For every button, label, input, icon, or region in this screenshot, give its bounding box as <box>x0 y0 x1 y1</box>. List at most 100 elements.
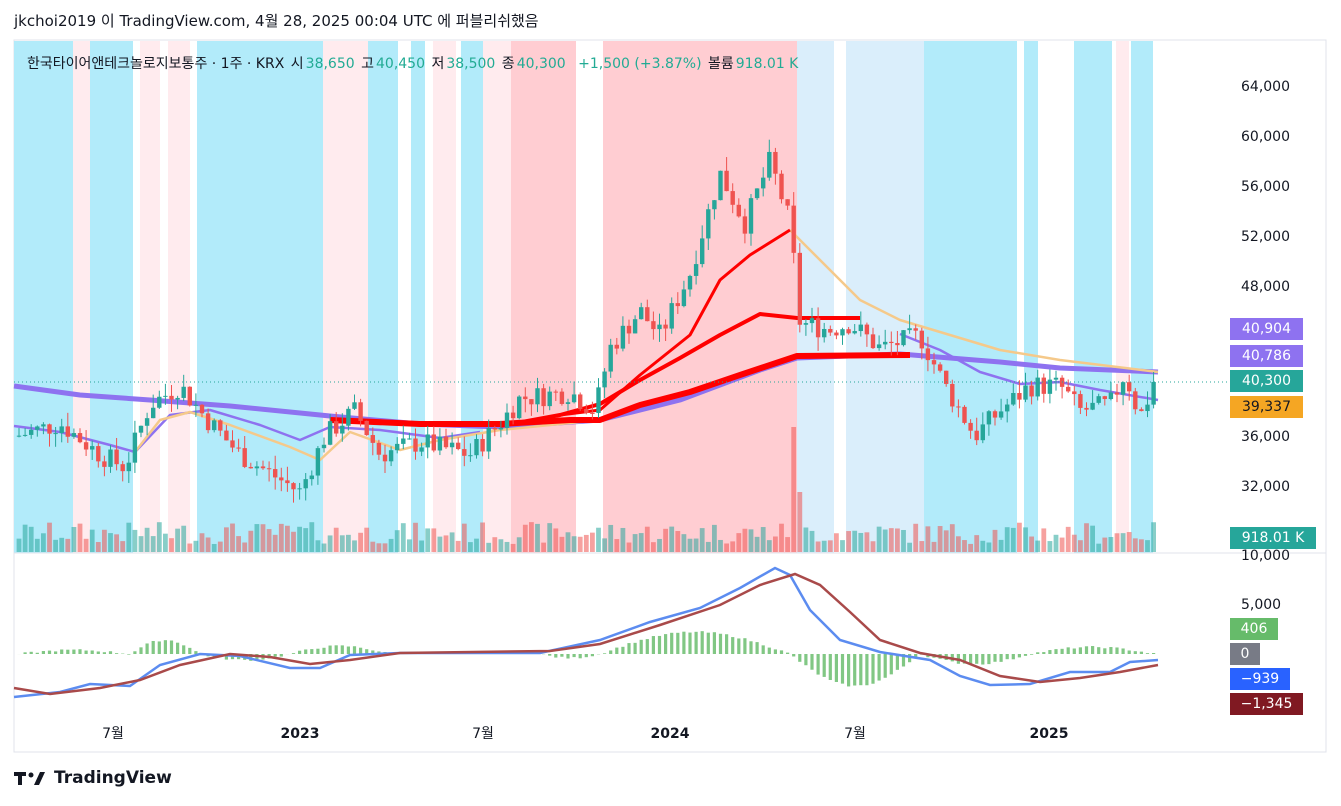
candle-body <box>1102 396 1107 400</box>
candle-body <box>925 348 931 361</box>
candle-body <box>565 402 571 404</box>
tradingview-logo[interactable]: TradingView <box>14 768 172 788</box>
macd-hist-bar <box>1078 647 1082 654</box>
time-axis[interactable]: 7월 2023 7월 2024 7월 2025 <box>102 726 1068 742</box>
volume-bar <box>181 525 187 552</box>
macd-hist-bar <box>578 654 582 659</box>
candle-body <box>212 420 217 431</box>
volume-bar <box>236 536 241 552</box>
macd-hist-bar <box>749 641 753 654</box>
volume-bar <box>163 533 168 552</box>
bg-band <box>924 41 1017 553</box>
macd-hist-bar <box>1133 651 1137 654</box>
volume-bar <box>577 536 583 552</box>
bg-band <box>323 41 368 553</box>
macd-hist-bar <box>328 645 332 654</box>
change-value: +1,500 (+3.87%) <box>578 56 702 72</box>
volume-bar <box>895 528 900 552</box>
macd-hist-bar <box>828 654 832 680</box>
macd-tag-hist: 406 <box>1230 618 1278 640</box>
candle-body <box>279 477 284 481</box>
candle-body <box>1114 392 1120 395</box>
candle-body <box>468 455 473 457</box>
macd-hist-bar <box>182 645 186 654</box>
volume-bar <box>644 526 650 552</box>
candle-body <box>779 173 784 200</box>
price-axis[interactable]: 64,000 60,000 56,000 52,000 48,000 36,000 32,0… <box>1241 79 1290 613</box>
macd-hist-bar <box>78 649 82 654</box>
macd-hist-bar <box>914 654 918 659</box>
volume-bar <box>699 528 705 552</box>
candle-body <box>931 360 937 365</box>
macd-hist-bar <box>969 654 973 665</box>
candle-body <box>669 303 674 329</box>
macd-hist-bar <box>755 642 759 654</box>
volume-bar <box>608 524 614 552</box>
volume-bar <box>498 539 504 552</box>
price-tick-label: 36,000 <box>1241 429 1290 445</box>
candle-body <box>1035 377 1040 397</box>
candle-body <box>401 438 406 444</box>
volume-bar <box>1053 534 1059 552</box>
macd-hist-bar <box>133 651 137 654</box>
macd-signal-line <box>13 572 1159 696</box>
volume-bar <box>956 536 961 552</box>
macd-hist-bar <box>901 654 906 667</box>
candle-body <box>730 191 735 205</box>
volume-bar <box>205 537 211 552</box>
volume-bar <box>224 527 229 552</box>
volume-bar <box>876 526 882 552</box>
candle-body <box>47 424 52 434</box>
candle-body <box>1011 393 1016 405</box>
macd-hist-bar <box>725 634 729 654</box>
candle-body <box>1053 377 1059 380</box>
volume-bar <box>779 523 784 552</box>
volume-bar <box>53 539 58 552</box>
volume-bar <box>71 526 77 552</box>
candle-body <box>1047 379 1053 394</box>
ma-tan-line-2 <box>789 229 1159 374</box>
macd-hist-bar <box>853 654 857 686</box>
volume-bar <box>47 522 52 552</box>
candle-body <box>809 318 815 324</box>
macd-hist-bar <box>731 637 735 654</box>
volume-bar <box>931 541 937 552</box>
macd-hist-bar <box>1054 649 1058 654</box>
volume-bar <box>1004 527 1010 552</box>
ohlc-legend: 한국타이어앤테크놀로지보통주 · 1주 · KRX 시 38,650 고 40,45… <box>27 53 800 73</box>
candle-body <box>797 252 802 325</box>
volume-bar <box>1090 525 1095 552</box>
candle-body <box>937 364 943 371</box>
candle-body <box>834 332 839 336</box>
candle-body <box>1023 385 1028 400</box>
macd-hist-bar <box>1017 654 1021 658</box>
candle-body <box>364 420 369 436</box>
volume-bar <box>89 529 95 552</box>
macd-hist-bar <box>560 654 564 657</box>
candle-body <box>956 406 961 408</box>
volume-bar <box>1151 522 1156 552</box>
volume-bar <box>522 524 528 552</box>
symbol-name[interactable]: 한국타이어앤테크놀로지보통주 · 1주 · KRX <box>27 56 285 72</box>
volume-bar <box>712 524 717 552</box>
candle-body <box>352 402 357 409</box>
macd-hist-bar <box>1109 647 1113 654</box>
volume-bar <box>785 537 790 552</box>
volume-bar <box>821 540 827 552</box>
macd-hist-bar <box>1011 654 1015 660</box>
macd-hist-bar <box>298 650 302 654</box>
candle-body <box>736 204 741 217</box>
macd-hist-bar <box>908 654 912 663</box>
macd-tag-signal: −1,345 <box>1230 693 1303 715</box>
volume-bar <box>986 542 992 552</box>
candle-body <box>303 479 308 489</box>
candle-body <box>620 325 626 349</box>
macd-hist-bar <box>188 647 192 654</box>
macd-hist-bar <box>688 632 692 654</box>
bg-band <box>168 41 190 553</box>
macd-hist-bar <box>767 647 771 654</box>
candle-body <box>1066 386 1071 392</box>
volume-bar <box>455 540 461 552</box>
candle-body <box>65 426 70 437</box>
